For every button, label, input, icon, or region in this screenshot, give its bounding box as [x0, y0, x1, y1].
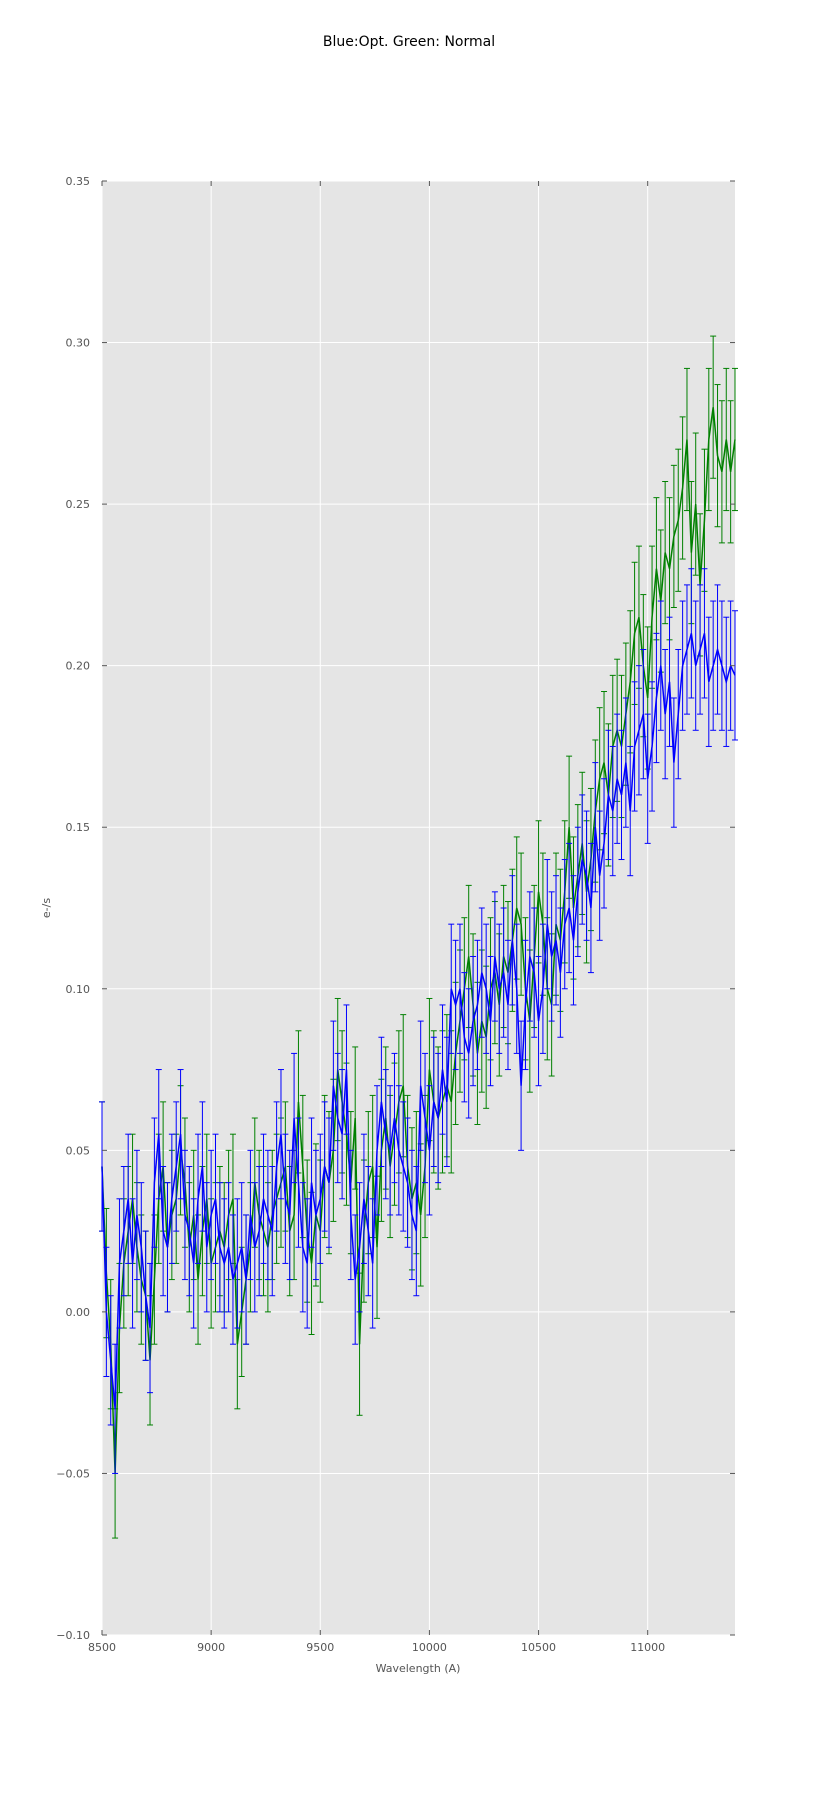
- series-line: [101, 633, 736, 1409]
- series-layer: [99, 335, 738, 1539]
- x-tick-label: 11000: [630, 1641, 665, 1654]
- y-tick-label: −0.10: [56, 1629, 90, 1642]
- x-tick-label: 9500: [306, 1641, 334, 1654]
- x-axis-label: Wavelength (A): [376, 1662, 461, 1675]
- x-tick-label: 9000: [197, 1641, 225, 1654]
- chart-title: Blue:Opt. Green: Normal: [323, 34, 495, 50]
- x-tick-label: 10000: [412, 1641, 447, 1654]
- y-tick-label: 0.35: [66, 175, 91, 188]
- y-axis-label: e-/s: [40, 898, 53, 918]
- y-tick-label: 0.00: [66, 1306, 91, 1319]
- tick-layer: 8500 9000 9500 10000 10500 11000 −0.10 −0.05 0.0…: [56, 175, 735, 1654]
- y-tick-label: −0.05: [56, 1467, 90, 1480]
- y-tick-label: 0.20: [66, 660, 91, 673]
- y-tick-label: 0.10: [66, 983, 91, 996]
- plot-area: [102, 181, 735, 1635]
- x-tick-label: 10500: [521, 1641, 556, 1654]
- y-tick-label: 0.05: [66, 1144, 91, 1157]
- series-1: [99, 568, 738, 1474]
- y-tick-label: 0.30: [66, 337, 91, 350]
- y-tick-label: 0.15: [66, 821, 91, 834]
- series-line: [101, 407, 736, 1474]
- y-tick-label: 0.25: [66, 498, 91, 511]
- x-tick-label: 8500: [88, 1641, 116, 1654]
